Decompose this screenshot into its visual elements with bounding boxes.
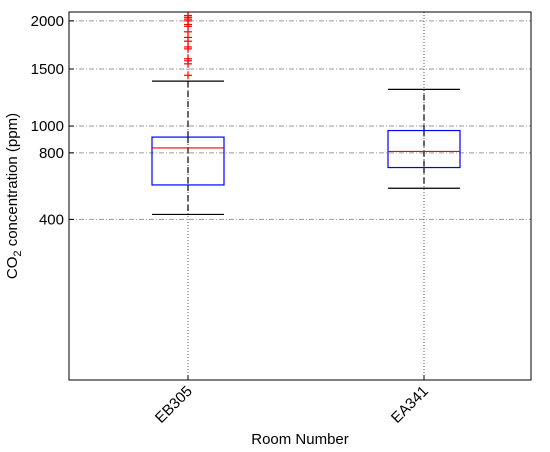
y-tick-labels: 400 800 1000 1500 2000 [31,13,64,229]
y-tick-label: 800 [39,145,64,162]
y-axis-label-subscript: 2 [12,250,24,256]
y-tick-label: 400 [39,211,64,228]
outlier-marker [184,11,192,20]
outlier-marker [184,54,192,63]
x-tick-labels: EB305 EA341 [152,383,432,427]
plot-frame [68,11,532,381]
y-tick-label: 2000 [31,13,64,30]
y-axis-label-rest: concentration (ppm) [4,113,21,251]
plot-layer [151,11,461,216]
box-EB305 [151,11,225,216]
grid-layer [69,12,531,380]
x-axis-label: Room Number [251,431,349,448]
interquartile-box [151,136,225,186]
outlier-marker [184,71,192,80]
x-tick-label: EB305 [152,383,196,427]
x-tick-label: EA341 [388,383,432,427]
y-axis-label-main: CO [4,257,21,280]
y-tick-label: 1500 [31,61,64,78]
y-axis-label: CO2 concentration (ppm) [4,113,24,279]
box-EA341 [387,88,461,189]
interquartile-box [387,129,461,169]
y-tick-label: 1000 [31,118,64,135]
